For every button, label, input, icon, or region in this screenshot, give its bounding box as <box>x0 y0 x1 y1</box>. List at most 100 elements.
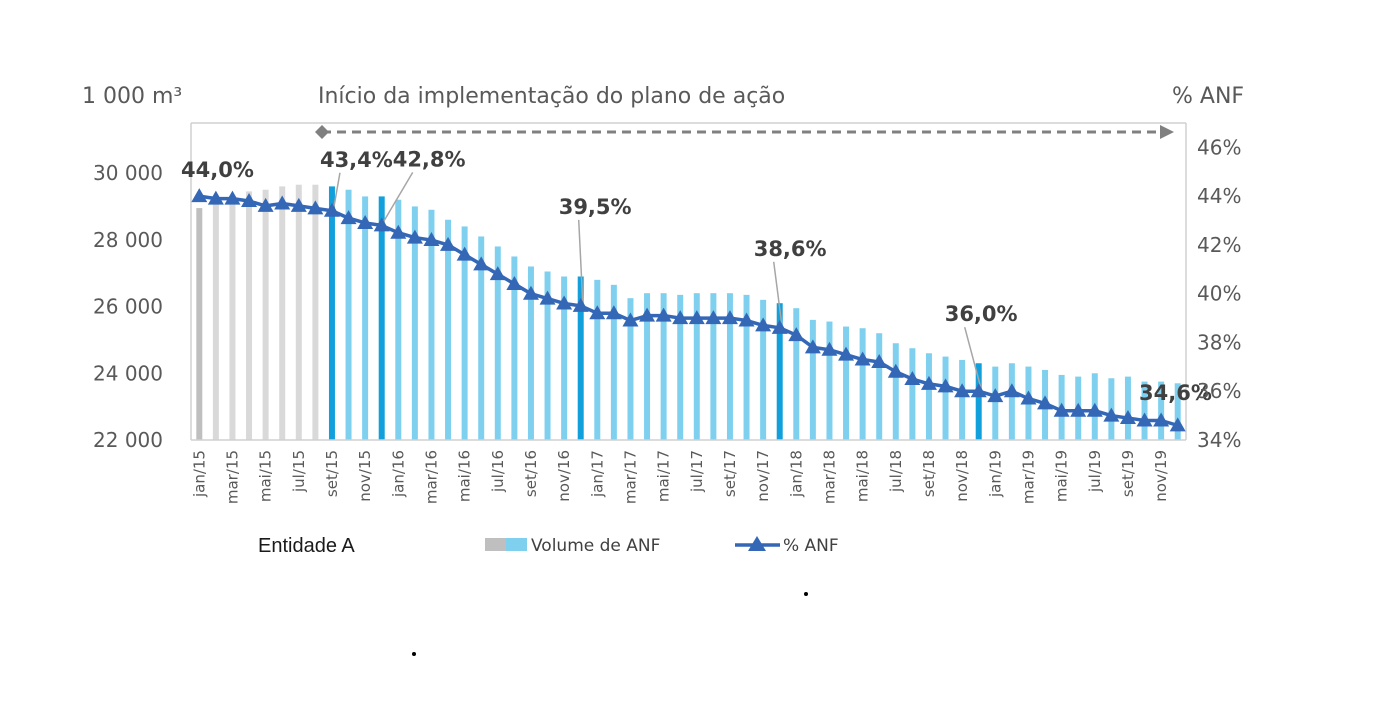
marker-fev/17 <box>605 305 622 320</box>
marker-abr/17 <box>639 307 656 322</box>
bar-out/19 <box>1141 381 1148 440</box>
bar-dez/15 <box>378 196 385 440</box>
bar-jan/16 <box>395 199 402 440</box>
annotation-leader <box>333 172 341 207</box>
right-tick-label: 42% <box>1197 233 1241 257</box>
marker-mai/16 <box>456 246 473 261</box>
right-tick-label: 36% <box>1197 379 1241 403</box>
x-tick-label: jul/16 <box>489 450 507 493</box>
x-tick-label: mai/16 <box>456 450 474 502</box>
marker-jan/18 <box>788 327 805 342</box>
bar-abr/15 <box>246 191 253 440</box>
bar-nov/15 <box>362 196 369 440</box>
marker-nov/16 <box>556 295 573 310</box>
bar-dez/19 <box>1174 383 1181 440</box>
bar-jul/16 <box>494 246 501 440</box>
legend-marker <box>748 536 766 551</box>
bar-set/17 <box>726 293 733 440</box>
bar-mai/18 <box>859 328 866 440</box>
marker-jun/16 <box>473 256 490 271</box>
marker-dez/17 <box>771 319 788 334</box>
bar-dez/16 <box>577 276 584 440</box>
marker-mar/19 <box>1020 390 1037 405</box>
bar-fev/19 <box>1008 363 1015 440</box>
marker-abr/16 <box>440 236 457 251</box>
annotation-leaders <box>333 172 982 388</box>
data-annotations: 44,0% 43,4% 42,8% 39,5% 38,6% 36,0% 34,6% <box>181 147 1212 405</box>
x-tick-label: mar/15 <box>223 450 241 504</box>
right-tick-label: 44% <box>1197 184 1241 208</box>
marker-set/18 <box>920 375 937 390</box>
bar-series <box>196 184 1181 440</box>
x-tick-label: mai/15 <box>257 450 275 502</box>
marker-mar/17 <box>622 312 639 327</box>
x-tick-label: set/15 <box>323 450 341 497</box>
marker-ago/17 <box>705 310 722 325</box>
marker-dez/16 <box>572 297 589 312</box>
marker-jun/19 <box>1070 402 1087 417</box>
x-tick-label: set/19 <box>1119 450 1137 497</box>
marker-dez/18 <box>970 383 987 398</box>
bar-jul/18 <box>892 343 899 440</box>
marker-mai/17 <box>655 307 672 322</box>
x-tick-label: mai/19 <box>1053 450 1071 502</box>
marker-abr/15 <box>241 193 258 208</box>
stray-dot <box>412 652 416 656</box>
right-tick-label: 38% <box>1197 330 1241 354</box>
marker-fev/18 <box>804 339 821 354</box>
left-axis-ticks: 22 000 24 000 26 000 28 000 30 000 <box>93 161 163 452</box>
bar-jul/17 <box>693 293 700 440</box>
bar-fev/16 <box>411 206 418 440</box>
marker-jul/19 <box>1086 402 1103 417</box>
marker-out/17 <box>738 312 755 327</box>
x-tick-label: set/18 <box>920 450 938 497</box>
x-tick-label: jul/18 <box>887 450 905 493</box>
marker-ago/18 <box>904 371 921 386</box>
x-tick-label: set/16 <box>522 450 540 497</box>
bar-nov/19 <box>1158 381 1165 440</box>
x-tick-label: jul/17 <box>688 450 706 493</box>
marker-ago/16 <box>506 275 523 290</box>
marker-jun/18 <box>871 353 888 368</box>
entity-label: Entidade A <box>258 535 355 557</box>
left-tick-label: 26 000 <box>93 295 163 319</box>
marker-mai/15 <box>257 197 274 212</box>
annotation-label: 36,0% <box>945 302 1018 326</box>
bar-set/18 <box>925 353 932 440</box>
marker-dez/19 <box>1169 417 1186 432</box>
x-tick-label: jan/19 <box>986 450 1004 498</box>
x-tick-label: nov/16 <box>555 450 573 502</box>
marker-nov/15 <box>357 214 374 229</box>
marker-jun/15 <box>274 195 291 210</box>
x-tick-label: mar/18 <box>820 450 838 504</box>
bar-abr/17 <box>644 293 651 440</box>
bar-nov/17 <box>760 299 767 440</box>
marker-mar/18 <box>821 341 838 356</box>
bar-jun/17 <box>677 294 684 440</box>
marker-fev/16 <box>406 229 423 244</box>
annotation-label: 34,6% <box>1139 381 1212 405</box>
bar-dez/17 <box>776 303 783 440</box>
annotation-leader <box>577 219 584 302</box>
marker-jul/15 <box>290 197 307 212</box>
bar-mar/15 <box>229 196 236 440</box>
marker-mai/19 <box>1053 402 1070 417</box>
bar-mar/18 <box>826 321 833 440</box>
marker-jul/18 <box>887 363 904 378</box>
left-tick-label: 24 000 <box>93 361 163 385</box>
marker-out/18 <box>937 378 954 393</box>
right-axis-ticks: 34% 36% 38% 40% 42% 44% 46% <box>1197 135 1241 452</box>
bar-jan/18 <box>793 308 800 440</box>
x-tick-label: jan/15 <box>190 450 208 498</box>
legend-swatch-bar-blue <box>506 538 527 551</box>
marker-jun/17 <box>672 310 689 325</box>
right-axis-unit: % ANF <box>1172 84 1244 109</box>
stray-dot <box>804 592 808 596</box>
left-tick-label: 22 000 <box>93 428 163 452</box>
bar-jun/15 <box>279 186 286 440</box>
bar-out/15 <box>345 189 352 440</box>
marker-jan/17 <box>589 305 606 320</box>
marker-jan/19 <box>987 388 1004 403</box>
marker-fev/19 <box>1003 383 1020 398</box>
